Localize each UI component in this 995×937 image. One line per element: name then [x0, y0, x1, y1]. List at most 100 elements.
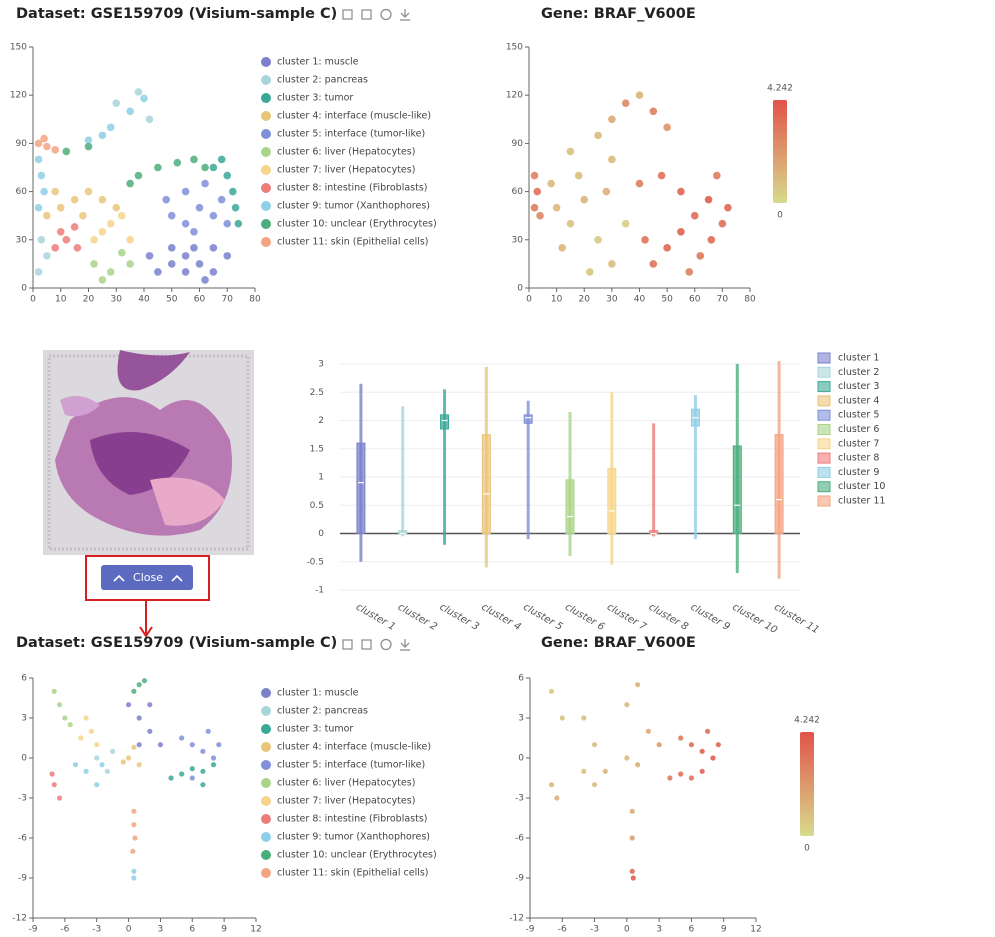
- legend-label: cluster 8: intestine (Fibroblasts): [277, 814, 428, 825]
- point: [182, 252, 190, 260]
- point: [536, 212, 544, 220]
- x-tick-label: 3: [158, 925, 164, 935]
- x-tick-label: cluster 11: [772, 602, 821, 636]
- point: [210, 164, 218, 172]
- point: [586, 268, 594, 276]
- point: [63, 236, 71, 244]
- button-label[interactable]: Close: [133, 571, 163, 584]
- zoom-back-icon[interactable]: [362, 10, 371, 19]
- point: [132, 835, 137, 840]
- point: [558, 244, 566, 252]
- y-tick-label: 0: [21, 284, 27, 294]
- point: [121, 759, 126, 764]
- x-tick-label: 30: [606, 295, 618, 305]
- y-tick-label: 0.5: [310, 501, 324, 511]
- point: [696, 252, 704, 260]
- point: [126, 107, 134, 115]
- point: [210, 244, 218, 252]
- y-tick-label: -6: [515, 834, 524, 844]
- zoom-icon[interactable]: [343, 640, 352, 649]
- y-tick-label: 60: [512, 187, 524, 197]
- point: [211, 755, 216, 760]
- x-tick-label: 12: [250, 925, 261, 935]
- legend-marker: [261, 850, 271, 860]
- point: [624, 702, 629, 707]
- x-tick-label: 30: [111, 295, 123, 305]
- violin-box: [733, 446, 741, 534]
- x-tick-label: 60: [194, 295, 206, 305]
- colorbar-min: 0: [804, 844, 810, 854]
- point: [94, 755, 99, 760]
- point: [168, 260, 176, 268]
- legend-marker: [261, 868, 271, 878]
- point: [137, 682, 142, 687]
- legend-marker: [261, 742, 271, 752]
- chart-title: Gene: BRAF_V600E: [541, 635, 696, 651]
- x-tick-label: 9: [221, 925, 227, 935]
- legend-marker: [261, 796, 271, 806]
- legend-label: cluster 3: [838, 381, 879, 392]
- point: [50, 771, 55, 776]
- legend-marker: [261, 129, 271, 139]
- point: [594, 132, 602, 140]
- point: [40, 188, 48, 196]
- point: [710, 755, 715, 760]
- download-icon[interactable]: [400, 639, 410, 650]
- y-tick-label: 6: [518, 674, 524, 684]
- point: [232, 204, 240, 212]
- point: [99, 762, 104, 767]
- x-tick-label: 10: [551, 295, 563, 305]
- point: [218, 196, 226, 204]
- legend-label: cluster 5: [838, 410, 879, 421]
- legend-marker: [261, 165, 271, 175]
- download-icon[interactable]: [400, 9, 410, 20]
- restore-icon[interactable]: [381, 640, 391, 650]
- point: [635, 762, 640, 767]
- point: [146, 252, 154, 260]
- point: [641, 236, 649, 244]
- legend-marker: [818, 467, 830, 477]
- point: [94, 742, 99, 747]
- point: [635, 682, 640, 687]
- point: [622, 99, 630, 107]
- point: [90, 236, 98, 244]
- y-tick-label: 3: [318, 360, 324, 370]
- point: [168, 244, 176, 252]
- zoom-back-icon[interactable]: [362, 640, 371, 649]
- point: [118, 249, 126, 257]
- point: [131, 875, 136, 880]
- colorbar-min: 0: [777, 211, 783, 221]
- tissue-image: [43, 350, 254, 555]
- y-tick-label: 60: [16, 187, 28, 197]
- point: [140, 95, 148, 103]
- point: [657, 742, 662, 747]
- restore-icon[interactable]: [381, 10, 391, 20]
- point: [85, 188, 93, 196]
- point: [592, 782, 597, 787]
- x-tick-label: 6: [689, 925, 695, 935]
- close-button[interactable]: Close: [101, 565, 193, 590]
- point: [71, 196, 79, 204]
- point: [592, 742, 597, 747]
- x-tick-label: 0: [526, 295, 532, 305]
- y-tick-label: 0: [21, 754, 27, 764]
- legend-label: cluster 9: tumor (Xanthophores): [277, 832, 430, 843]
- point: [112, 204, 120, 212]
- point: [724, 204, 732, 212]
- point: [636, 180, 644, 188]
- legend-marker: [818, 439, 830, 449]
- colorbar: [800, 732, 814, 836]
- point: [107, 124, 115, 132]
- point: [79, 212, 87, 220]
- point: [678, 735, 683, 740]
- point: [705, 729, 710, 734]
- legend-label: cluster 7: [838, 438, 879, 449]
- point: [685, 268, 693, 276]
- x-tick-label: 40: [138, 295, 150, 305]
- point: [190, 244, 198, 252]
- zoom-icon[interactable]: [343, 10, 352, 19]
- point: [200, 769, 205, 774]
- point: [216, 742, 221, 747]
- point: [57, 702, 62, 707]
- y-tick-label: -9: [515, 874, 524, 884]
